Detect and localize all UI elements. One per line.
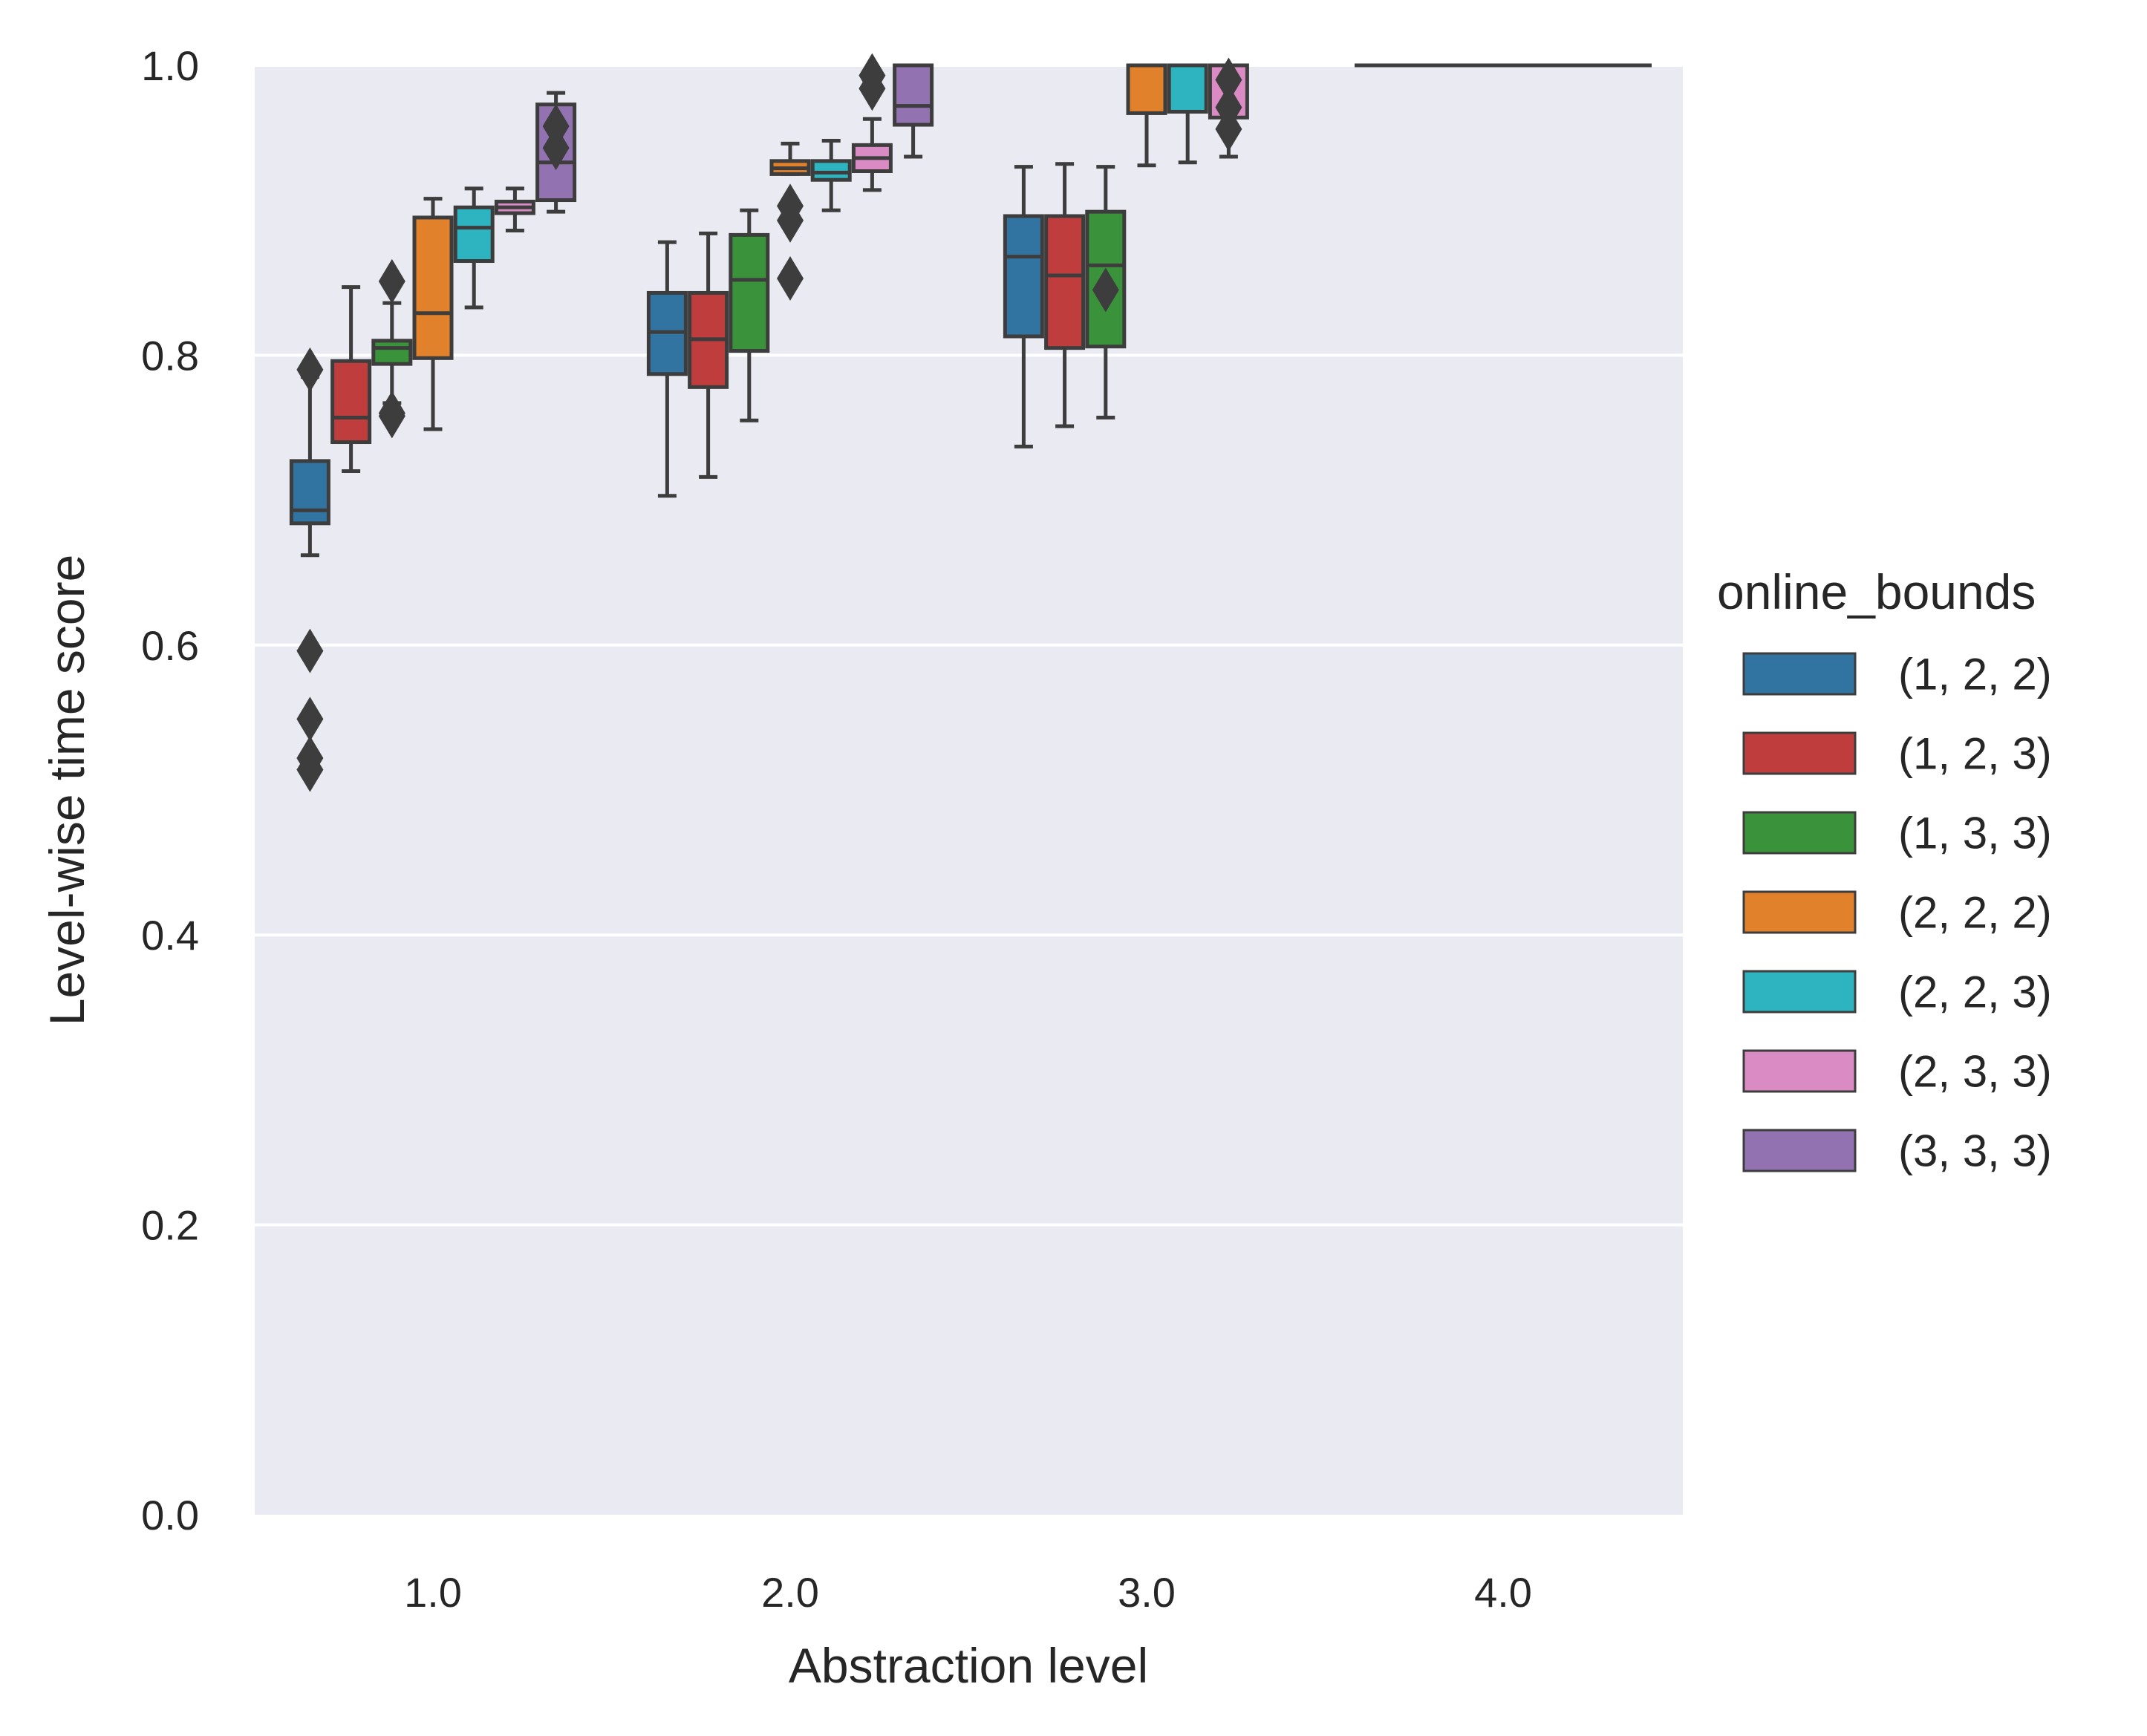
y-tick-label: 0.8 [141, 332, 199, 379]
y-gridlines [255, 64, 1683, 1227]
flier [296, 747, 324, 792]
legend-swatch [1742, 652, 1857, 696]
box-group [494, 186, 535, 233]
box-group [535, 91, 577, 214]
series-2 [371, 165, 1127, 439]
series-3 [412, 63, 1167, 431]
legend: online_bounds (1, 2, 2) (1, 2, 3) (1, 3, 3… [1717, 564, 2052, 1176]
x-tick-label: 3.0 [1118, 1569, 1176, 1616]
box-group [453, 186, 495, 310]
series-4 [453, 63, 1208, 310]
box-group [371, 258, 413, 439]
box-group [1126, 63, 1167, 168]
legend-label: (1, 2, 3) [1898, 729, 2052, 779]
box [1003, 214, 1044, 339]
series-1 [330, 162, 1086, 479]
box-group [851, 53, 893, 192]
box [893, 63, 934, 127]
legend-label: (1, 3, 3) [1898, 809, 2052, 858]
box-group [893, 63, 934, 159]
legend-swatch [1742, 890, 1857, 934]
legend-label: (2, 2, 2) [1898, 888, 2052, 938]
box [412, 215, 454, 360]
legend-label: (2, 3, 3) [1898, 1047, 2052, 1097]
y-tick-labels: 0.0 0.2 0.4 0.6 0.8 1.0 [141, 42, 199, 1538]
x-axis-label: Abstraction level [789, 1638, 1148, 1693]
box-group [1085, 165, 1127, 420]
box-series [289, 53, 1652, 792]
y-tick-label: 0.2 [141, 1202, 199, 1249]
box [330, 359, 372, 445]
legend-item: (1, 3, 3) [1742, 809, 2052, 858]
box-group [769, 141, 811, 301]
flier [777, 183, 804, 229]
legend-label: (2, 2, 3) [1898, 967, 2052, 1017]
y-tick-label: 1.0 [141, 42, 199, 89]
plot-background [255, 65, 1683, 1515]
flier [378, 258, 405, 304]
legend-swatch [1742, 1049, 1857, 1093]
box [1167, 63, 1208, 114]
x-tick-label: 1.0 [404, 1569, 462, 1616]
flier [296, 347, 324, 392]
legend-label: (3, 3, 3) [1898, 1126, 2052, 1176]
legend-swatch [1742, 731, 1857, 775]
box-group [1044, 162, 1086, 428]
box [810, 159, 852, 182]
legend-item: (2, 2, 3) [1742, 967, 2052, 1017]
flier [1215, 85, 1242, 130]
series-0 [289, 165, 1044, 792]
box-group [688, 231, 729, 479]
box [371, 339, 413, 366]
legend-label: (1, 2, 2) [1898, 650, 2052, 699]
box [1126, 63, 1167, 115]
box-group [289, 347, 330, 792]
legend-item: (2, 2, 2) [1742, 888, 2052, 938]
box-group [1167, 63, 1208, 165]
x-tick-labels: 1.0 2.0 3.0 4.0 [404, 1569, 1532, 1616]
legend-item: (1, 2, 2) [1742, 650, 2052, 699]
flier [296, 696, 324, 742]
box-group [810, 139, 852, 212]
legend-item: (2, 3, 3) [1742, 1047, 2052, 1097]
y-tick-label: 0.4 [141, 912, 199, 959]
box-group [330, 285, 372, 474]
box-group [412, 197, 454, 431]
x-tick-label: 4.0 [1474, 1569, 1532, 1616]
flier [777, 255, 804, 301]
box [1044, 214, 1086, 350]
box-group [729, 208, 770, 422]
legend-swatch [1742, 1129, 1857, 1172]
legend-swatch [1742, 970, 1857, 1014]
legend-title: online_bounds [1717, 564, 2036, 619]
flier [542, 103, 570, 149]
box [453, 205, 495, 264]
flier [296, 628, 324, 673]
box-group [646, 240, 688, 498]
legend-item: (1, 2, 3) [1742, 729, 2052, 779]
legend-item: (3, 3, 3) [1742, 1126, 2052, 1176]
legend-swatch [1742, 811, 1857, 855]
box [729, 232, 770, 353]
y-axis-label: Level-wise time score [39, 555, 94, 1026]
box-group [1003, 165, 1044, 448]
flier [1215, 57, 1242, 102]
series-5 [494, 53, 1249, 233]
box [289, 459, 330, 526]
box-group [1208, 57, 1249, 159]
series-6 [535, 63, 1652, 214]
y-tick-label: 0.0 [141, 1492, 199, 1538]
flier [1092, 267, 1119, 313]
y-tick-label: 0.6 [141, 622, 199, 669]
flier [378, 391, 405, 436]
flier [859, 53, 886, 98]
x-tick-label: 2.0 [761, 1569, 819, 1616]
